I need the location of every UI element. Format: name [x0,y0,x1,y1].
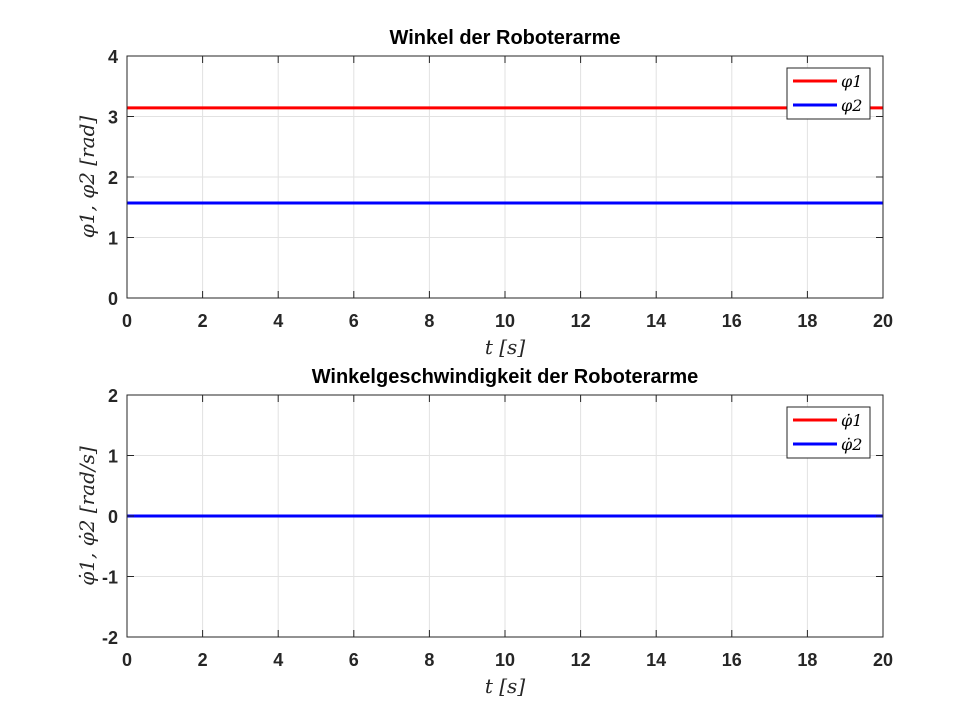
legend-label-2: φ2 [841,96,862,115]
x-tick-label: 2 [198,311,208,331]
plot-angular-velocities: 0 2 4 6 8 10 12 14 16 18 20-2-1012Winkelgeschwindi… [75,366,893,698]
y-tick-label: 1 [108,447,118,467]
x-axis-label: t [s] [485,335,525,359]
legend-label-2: φ̇2 [841,435,862,454]
x-tick-label: 12 [571,650,591,670]
legend: φ̇1φ̇2 [786,406,871,459]
x-tick-label: 14 [646,650,666,670]
x-tick-label: 10 [495,311,515,331]
x-tick-label: 6 [349,650,359,670]
x-tick-label: 8 [424,311,434,331]
legend-label-1: φ1 [841,72,862,91]
legend-box [786,406,871,459]
y-tick-label: -1 [102,568,118,588]
x-tick-label: 0 [122,311,132,331]
y-tick-label: 2 [108,168,118,188]
y-tick-label: -2 [102,628,118,648]
legend-box [786,67,871,120]
y-tick-label: 0 [108,507,118,527]
x-tick-label: 18 [797,311,817,331]
x-tick-label: 18 [797,650,817,670]
x-tick-label: 0 [122,650,132,670]
x-axis-label: t [s] [485,674,525,698]
x-tick-label: 16 [722,650,742,670]
x-tick-label: 4 [273,650,283,670]
x-tick-label: 16 [722,311,742,331]
x-tick-label: 14 [646,311,666,331]
x-tick-label: 8 [424,650,434,670]
y-tick-label: 2 [108,386,118,406]
y-axis-label: φ1, φ2 [rad] [75,116,99,239]
y-tick-label: 1 [108,229,118,249]
x-tick-label: 12 [571,311,591,331]
y-axis-label: φ̇1, φ̇2 [rad/s] [75,446,99,586]
y-tick-label: 3 [108,108,118,128]
x-tick-label: 4 [273,311,283,331]
x-tick-label: 20 [873,311,893,331]
x-tick-label: 10 [495,650,515,670]
x-tick-label: 2 [198,650,208,670]
chart-title: Winkelgeschwindigkeit der Roboterarme [312,366,699,388]
y-tick-label: 4 [108,47,118,67]
x-tick-label: 20 [873,650,893,670]
y-tick-label: 0 [108,289,118,309]
chart-title: Winkel der Roboterarme [390,27,621,49]
legend-label-1: φ̇1 [841,411,862,430]
x-tick-label: 6 [349,311,359,331]
